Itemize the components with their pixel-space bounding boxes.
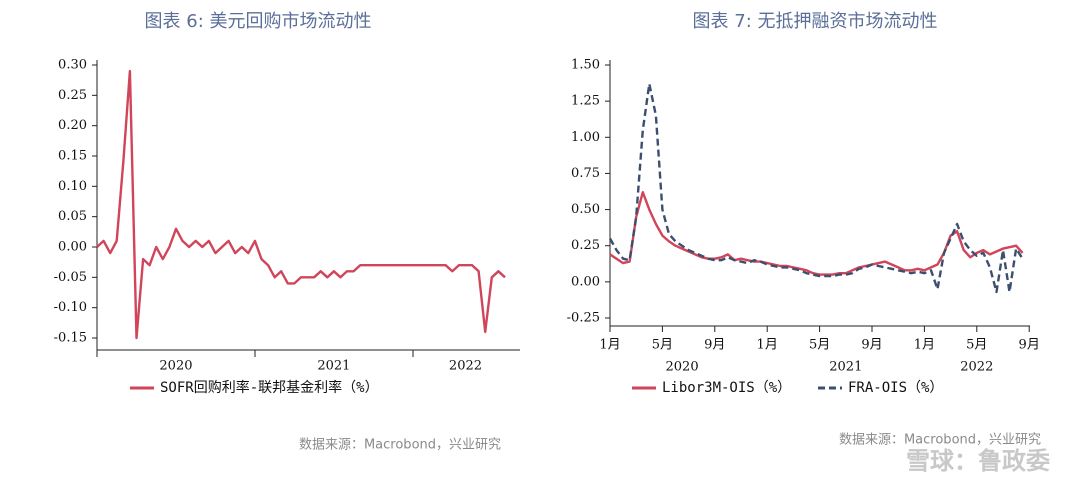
y-tick-label: 0.20	[58, 118, 87, 133]
y-tick-label: 1.25	[571, 94, 600, 109]
y-tick-label: 0.75	[571, 166, 600, 181]
y-tick-label: -0.05	[54, 270, 87, 285]
x-tick-label: 2021	[317, 359, 350, 374]
line-series	[96, 69, 506, 340]
x-tick-label: 5月	[652, 338, 673, 353]
x-tick-label: 9月	[1019, 338, 1040, 353]
legend-label: SOFR回购利率-联邦基金利率（%）	[160, 379, 379, 396]
x-tick-label: 2020	[159, 359, 192, 374]
y-tick-label: 0.00	[571, 274, 600, 289]
y-tick-label: 0.00	[58, 240, 87, 255]
x-group-label: 2022	[960, 360, 993, 375]
source: 数据来源：Macrobond，兴业研究	[839, 433, 1041, 448]
legend-label: Libor3M-OIS（%）	[662, 380, 791, 396]
y-tick-label: 0.25	[571, 238, 600, 253]
legend-label: FRA-OIS（%）	[848, 380, 943, 396]
y-tick-label: 1.00	[571, 130, 600, 145]
x-tick-label: 1月	[599, 338, 620, 353]
x-tick-label: 1月	[757, 338, 778, 353]
watermark: 雪球：鲁政委	[906, 447, 1050, 475]
x-tick-label: 9月	[704, 338, 725, 353]
x-group-label: 2021	[829, 360, 862, 375]
chart-title: 图表 7: 无抵押融资市场流动性	[693, 11, 938, 32]
y-tick-label: 0.15	[58, 149, 87, 164]
x-group-label: 2020	[666, 360, 699, 375]
x-tick-label: 9月	[861, 338, 882, 353]
y-tick-label: 0.30	[58, 58, 87, 73]
x-tick-label: 1月	[914, 338, 935, 353]
x-tick-label: 5月	[966, 338, 987, 353]
y-tick-label: 0.10	[58, 179, 87, 194]
y-tick-label: -0.10	[54, 300, 87, 315]
y-tick-label: 0.50	[571, 202, 600, 217]
y-tick-label: 0.05	[58, 209, 87, 224]
x-tick-label: 2022	[449, 359, 482, 374]
y-tick-label: -0.15	[54, 331, 87, 346]
line-series	[608, 82, 1024, 294]
y-tick-label: 0.25	[58, 88, 87, 103]
x-tick-label: 5月	[809, 338, 830, 353]
y-tick-label: -0.25	[567, 311, 600, 326]
source: 数据来源：Macrobond，兴业研究	[299, 438, 501, 453]
chart-title: 图表 6: 美元回购市场流动性	[145, 11, 372, 32]
y-tick-label: 1.50	[571, 58, 600, 73]
